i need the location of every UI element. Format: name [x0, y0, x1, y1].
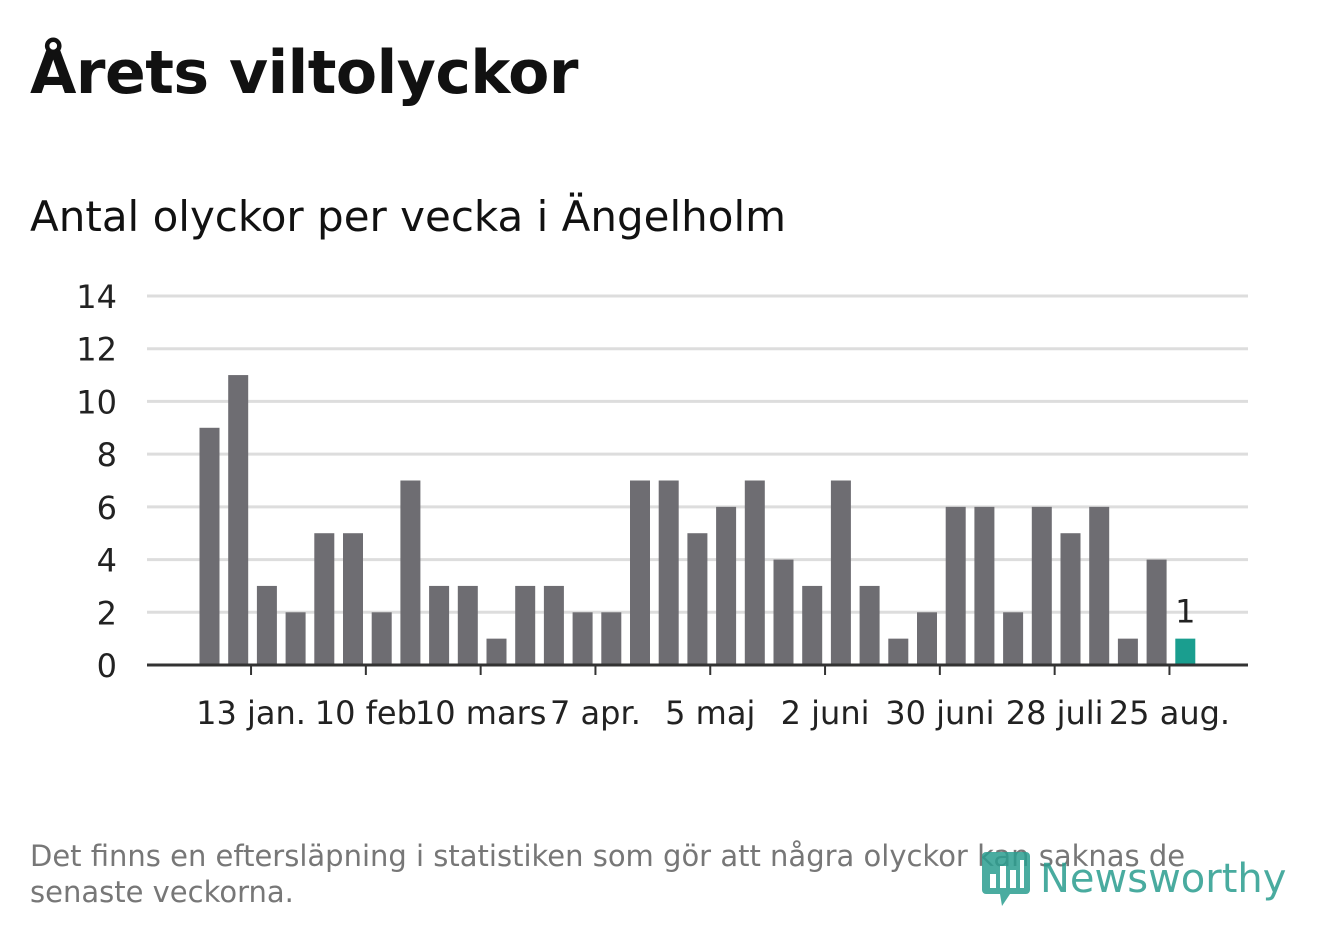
x-tick-label: 5 maj [665, 694, 755, 732]
bar [285, 612, 306, 665]
newsworthy-logo-icon [982, 852, 1030, 906]
bar [601, 612, 622, 665]
y-tick-label: 6 [97, 489, 117, 527]
bar [658, 480, 679, 665]
bar [1146, 559, 1167, 665]
x-tick-label: 10 feb [315, 694, 417, 732]
bar [543, 585, 564, 665]
bar [687, 533, 708, 665]
bar [572, 612, 593, 665]
bar [917, 612, 937, 665]
bar [314, 533, 335, 665]
bar [429, 585, 450, 665]
y-tick-label: 4 [97, 542, 117, 580]
bar [486, 638, 507, 665]
newsworthy-logo: Newsworthy [980, 848, 1286, 910]
page-title: Årets viltolyckor [30, 38, 579, 108]
bar [830, 480, 851, 665]
bar [1003, 612, 1024, 665]
x-tick-label: 2 juni [781, 694, 870, 732]
bar [1089, 506, 1110, 665]
bars [199, 375, 1196, 665]
bar [457, 585, 478, 665]
bar [199, 427, 220, 665]
x-tick-label: 13 jan. [196, 694, 306, 732]
x-tick-label: 25 aug. [1109, 694, 1230, 732]
x-tick-label: 30 juni [885, 694, 994, 732]
x-tick-label: 28 juli [1006, 694, 1104, 732]
y-tick-label: 2 [97, 594, 117, 632]
bar [773, 559, 794, 665]
bar [1117, 638, 1138, 665]
bar [974, 506, 995, 665]
y-tick-label: 8 [97, 436, 117, 474]
logo-text: Newsworthy [1040, 856, 1287, 902]
bar [1031, 506, 1052, 665]
bar [716, 506, 737, 665]
bar [371, 612, 392, 665]
y-tick-label: 14 [76, 278, 117, 316]
chart-subtitle: Antal olyckor per vecka i Ängelholm [30, 192, 787, 241]
bar [400, 480, 421, 665]
data-label: 1 [1175, 593, 1195, 631]
bar [744, 480, 765, 665]
bar [630, 480, 650, 665]
bar [888, 638, 909, 665]
x-tick-label: 7 apr. [550, 694, 641, 732]
bar [859, 585, 880, 665]
bar [1060, 533, 1081, 665]
x-tick-label: 10 mars [415, 694, 547, 732]
bar [945, 506, 966, 665]
data-labels: 1 [1175, 593, 1195, 631]
bar [343, 533, 363, 665]
bar [802, 585, 823, 665]
y-tick-label: 12 [76, 331, 117, 369]
bar [228, 375, 249, 665]
bar [515, 585, 536, 665]
y-axis-ticks: 0 2 4 6 8 10 12 14 [76, 278, 117, 685]
y-tick-label: 0 [97, 647, 117, 685]
bar [256, 585, 277, 665]
bar-highlighted [1175, 638, 1196, 665]
y-tick-label: 10 [76, 383, 117, 421]
